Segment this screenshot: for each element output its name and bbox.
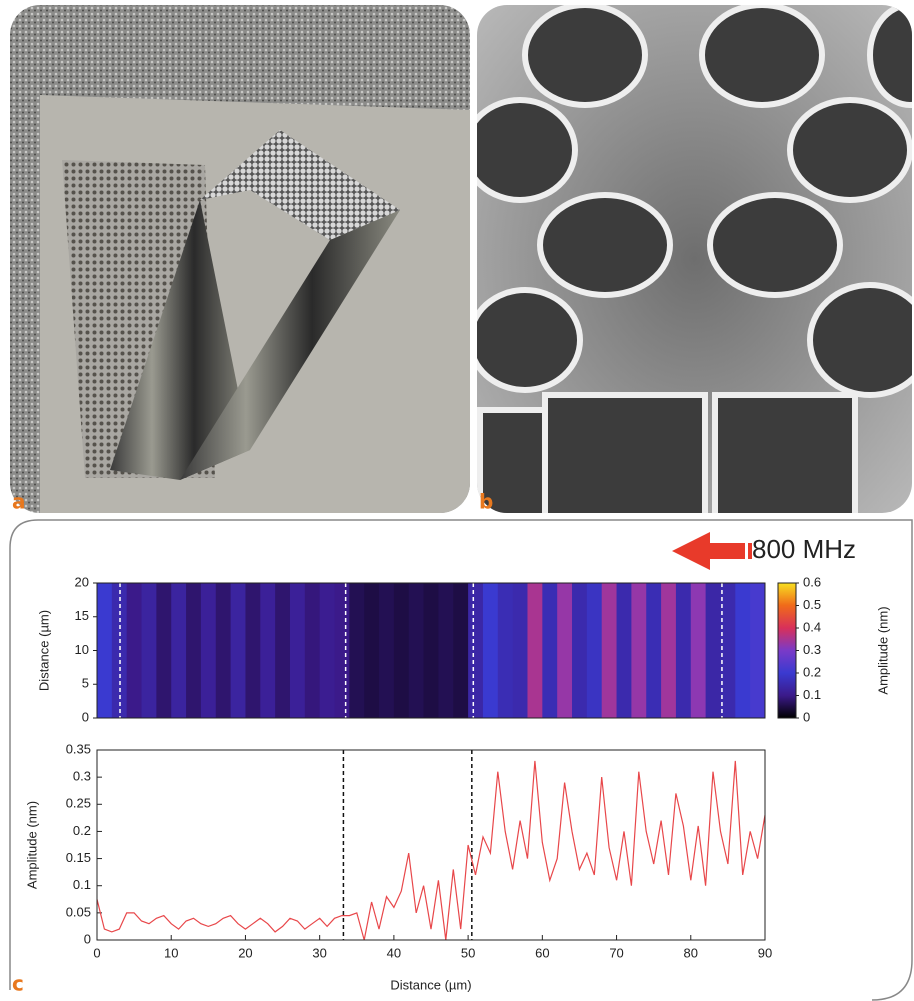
heat-cell: [245, 583, 261, 718]
y-tick-label: 0.3: [73, 769, 91, 784]
colorbar-tick-label: 0.5: [803, 597, 821, 612]
y-tick-label: 0.05: [66, 904, 91, 919]
arrow: [672, 532, 752, 570]
annotation: 800 MHz: [752, 534, 856, 564]
heat-cell: [690, 583, 707, 718]
heat-cell: [646, 583, 662, 718]
x-tick-label: 70: [609, 945, 623, 960]
heat-cell: [171, 583, 187, 718]
x-tick-label: 0: [93, 945, 100, 960]
colorbar-tick-label: 0.1: [803, 687, 821, 702]
heat-cell: [230, 583, 246, 718]
colorbar-tick-label: 0.3: [803, 642, 821, 657]
heat-cell: [200, 583, 217, 718]
heat-cell: [111, 583, 128, 718]
heat-cell: [512, 583, 528, 718]
y-tick-label: 15: [75, 608, 89, 623]
heat-cell: [408, 583, 425, 718]
photo-b: [477, 5, 912, 513]
heat-cell: [289, 583, 306, 718]
y-tick-label: 0: [82, 709, 89, 724]
y-axis-label: Amplitude (nm): [24, 801, 39, 889]
heat-cell: [393, 583, 410, 718]
x-tick-label: 50: [461, 945, 475, 960]
heat-cell: [364, 583, 380, 718]
y-axis-label: Distance (µm): [36, 610, 51, 691]
colorbar-tick-label: 0.6: [803, 574, 821, 589]
heat-cell: [304, 583, 321, 718]
heat-cell: [141, 583, 157, 718]
panel-frame: [9, 519, 913, 1001]
heat-cell: [453, 583, 469, 718]
colorbar-label: Amplitude (nm): [875, 606, 890, 694]
heat-cell: [126, 583, 143, 718]
colorbar: [777, 582, 797, 719]
x-tick-label: 30: [312, 945, 326, 960]
heat-cell: [542, 583, 558, 718]
heat-cell: [275, 583, 291, 718]
heat-cell: [468, 583, 484, 718]
heat-cell: [423, 583, 439, 718]
y-tick-label: 0.15: [66, 850, 91, 865]
heat-cell: [97, 583, 113, 718]
y-tick-label: 0: [84, 931, 91, 946]
x-tick-label: 20: [238, 945, 252, 960]
heat-cell: [215, 583, 232, 718]
heat-cell: [186, 583, 202, 718]
heat-cell: [156, 583, 172, 718]
x-tick-label: 10: [164, 945, 178, 960]
heat-cell: [497, 583, 514, 718]
x-tick-label: 80: [684, 945, 698, 960]
heat-cell: [735, 583, 751, 718]
heat-cell: [675, 583, 692, 718]
heat-cell: [438, 583, 454, 718]
heat-cell: [557, 583, 573, 718]
heat-cell: [527, 583, 543, 718]
plot-frame: [96, 749, 766, 941]
heat-cell: [260, 583, 276, 718]
y-tick-label: 20: [75, 574, 89, 589]
y-tick-label: 5: [82, 676, 89, 691]
photo-a: [10, 5, 470, 513]
heat-cell: [750, 583, 766, 718]
series-line: [96, 760, 766, 941]
colorbar-tick-label: 0: [803, 709, 810, 724]
x-tick-label: 90: [758, 945, 772, 960]
heat-cell: [379, 583, 395, 718]
heat-cell: [586, 583, 603, 718]
heat-cell: [601, 583, 618, 718]
heat-cell: [661, 583, 677, 718]
panel-label: c: [12, 972, 24, 996]
y-tick-label: 0.25: [66, 796, 91, 811]
x-axis-label: Distance (µm): [390, 977, 471, 992]
y-tick-label: 10: [75, 642, 89, 657]
y-tick-label: 0.1: [73, 877, 91, 892]
y-tick-label: 0.35: [66, 741, 91, 756]
panel-label: b: [479, 490, 493, 514]
heat-cell: [616, 583, 632, 718]
y-tick-label: 0.2: [73, 823, 91, 838]
heat-cell: [334, 583, 350, 718]
x-tick-label: 60: [535, 945, 549, 960]
colorbar-tick-label: 0.2: [803, 664, 821, 679]
heat-cell: [482, 583, 499, 718]
panel-label: a: [12, 490, 26, 514]
heat-cell: [720, 583, 736, 718]
heat-cell: [572, 583, 588, 718]
heat-cell: [705, 583, 721, 718]
heat-cell: [319, 583, 336, 718]
heat-cell: [349, 583, 365, 718]
heat-cell: [631, 583, 647, 718]
x-tick-label: 40: [387, 945, 401, 960]
colorbar-tick-label: 0.4: [803, 619, 821, 634]
